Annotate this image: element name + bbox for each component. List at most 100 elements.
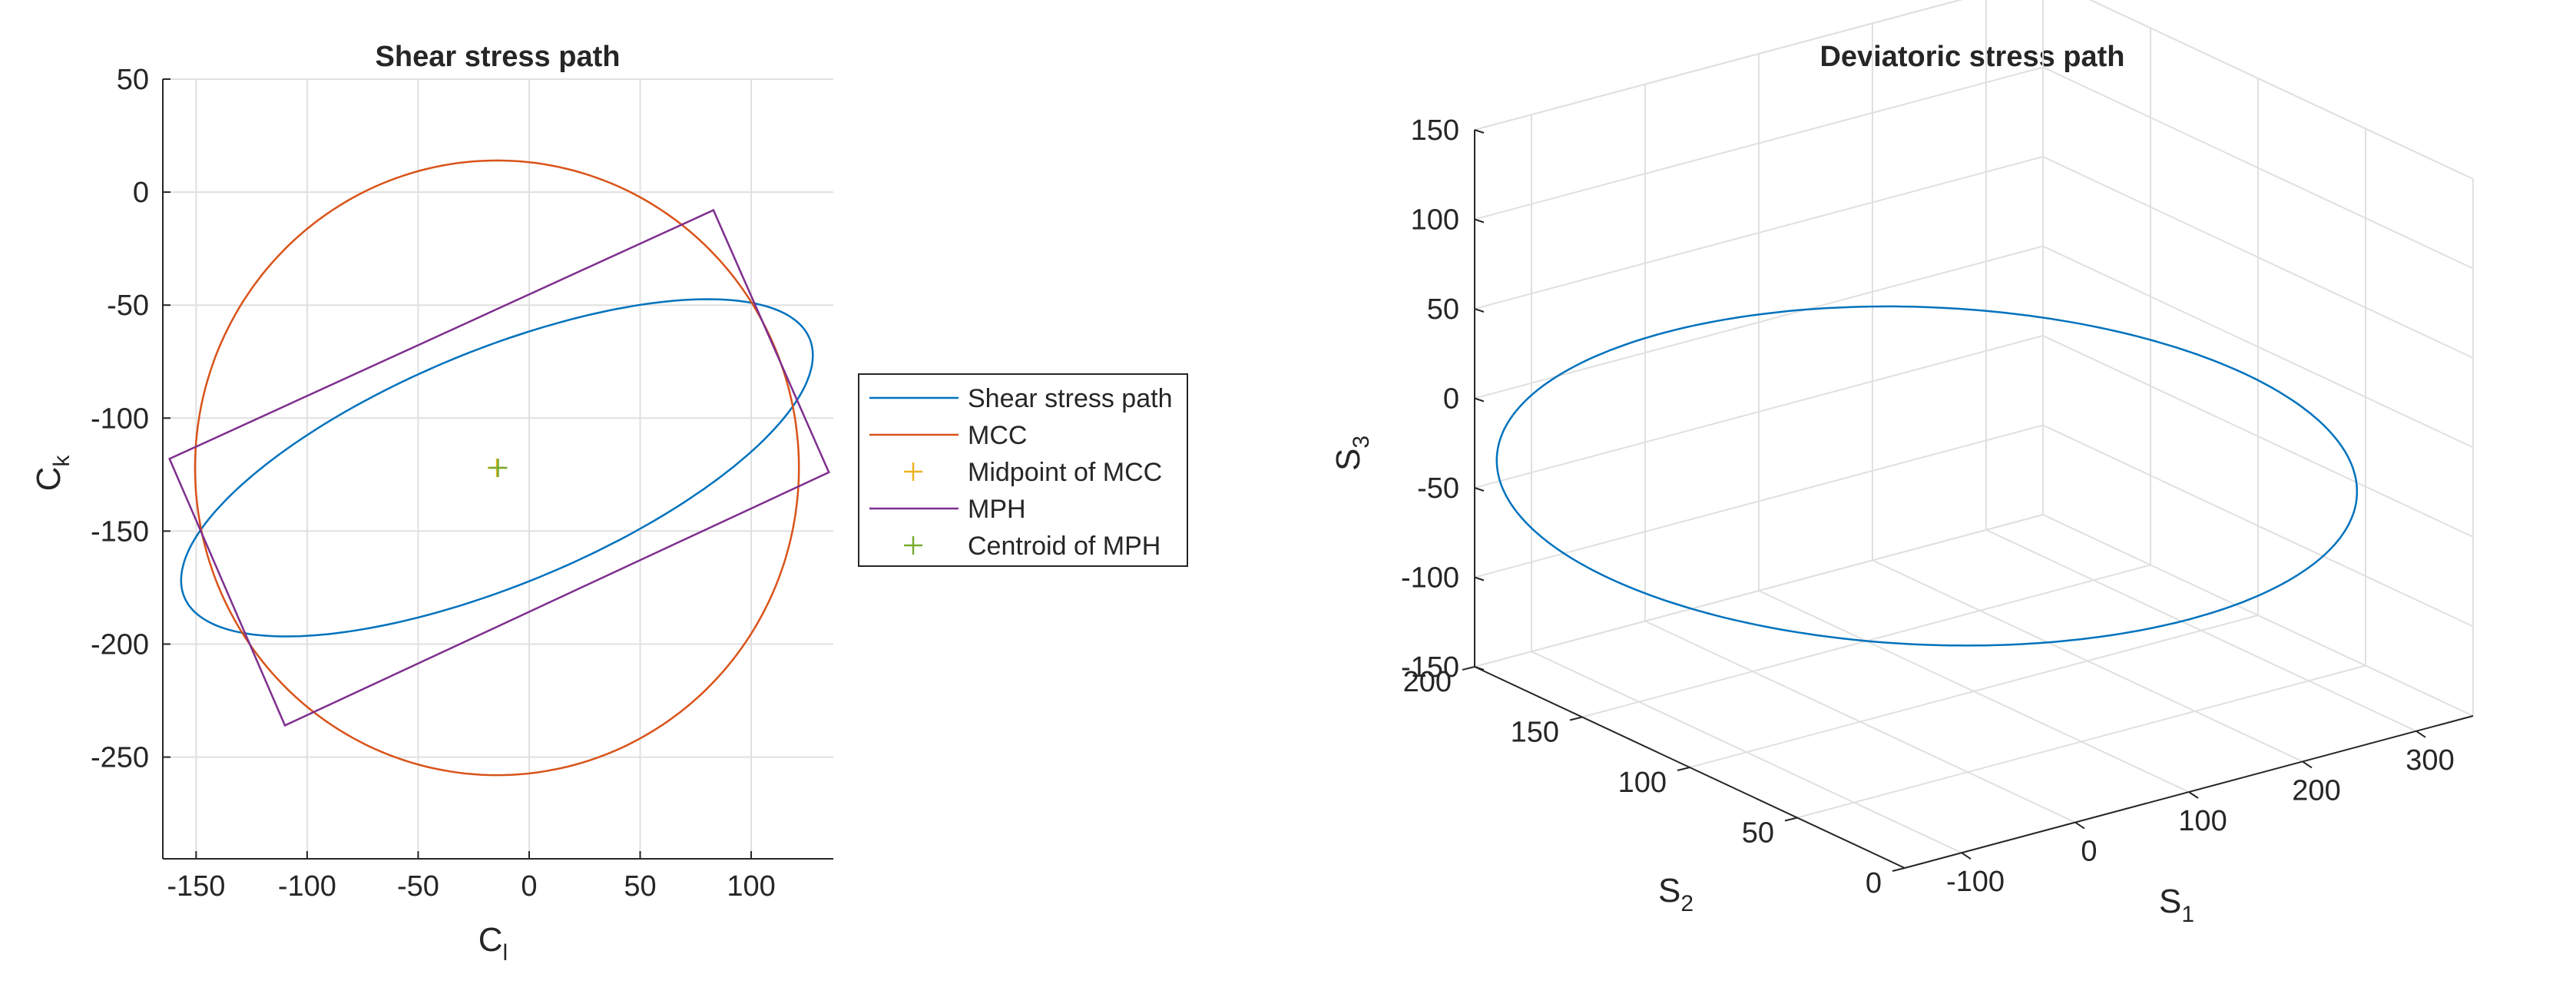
y-tick-label: 100: [1618, 767, 1667, 799]
y-tick-labels: 0 50 100 150 200: [1403, 666, 1882, 900]
y-axis-label: Ck: [30, 455, 74, 492]
y-tick-mark: [1784, 817, 1798, 822]
y-tick-label: 150: [1511, 717, 1559, 749]
chart-title: Shear stress path: [376, 41, 621, 73]
axes-3d: [1462, 129, 2474, 872]
x-tick-labels: -100 0 100 200 300: [1946, 744, 2455, 898]
y-tick-mark: [1677, 767, 1690, 771]
chart-shear-stress-path: Shear stress path -150 -100 -50 0 50 100 -250…: [30, 41, 1188, 966]
side-wall-grid-z: [2042, 156, 2474, 359]
legend-entry-centroid-of-mph: Centroid of MPH: [904, 532, 1161, 561]
x-tick-label: -150: [167, 870, 225, 903]
grid-3d: [1474, 0, 2474, 869]
z-tick-mark: [1474, 397, 1485, 403]
x-tick-mark: [2302, 760, 2313, 769]
back-wall-grid-z: [1474, 245, 2044, 399]
y-tick-label: 50: [117, 64, 149, 96]
z-tick-label: 100: [1411, 204, 1459, 237]
grid: [163, 78, 833, 859]
z-tick-label: -100: [1401, 562, 1459, 595]
x-tick-label: 100: [2178, 805, 2227, 837]
y-tick-label: -50: [107, 290, 149, 322]
back-wall-grid-z: [1474, 514, 2044, 668]
x-tick-mark: [2074, 821, 2085, 830]
series-deviatoric-stress-path: [1495, 305, 2359, 647]
z-tick-mark: [1474, 487, 1485, 492]
marker-centroid-of-mph: [488, 459, 508, 478]
x-axis-label: Cl: [478, 921, 508, 966]
y-tick-mark: [1462, 666, 1475, 671]
y-tick-label: 50: [1742, 817, 1774, 850]
legend-entry-midpoint-of-mcc: Midpoint of MCC: [904, 458, 1162, 487]
legend-marker: [904, 536, 922, 555]
z-tick-label: -150: [1401, 651, 1459, 684]
box-edge: [1474, 0, 1963, 131]
y-tick-label: 200: [1403, 666, 1452, 698]
x-tick-label: 100: [727, 870, 775, 903]
y-tick-label: -250: [91, 742, 149, 774]
x-tick-label: -50: [397, 870, 439, 903]
floor-grid-y: [1796, 664, 2366, 819]
box-edge: [2088, 0, 2474, 180]
chart-deviatoric-stress-path: Deviatoric stress path -100 0 100 200 300 0 5…: [1329, 0, 2474, 927]
z-tick-label: -50: [1417, 472, 1459, 505]
y-tick-mark: [1892, 867, 1906, 872]
legend-entry-shear-stress-path: Shear stress path: [869, 384, 1172, 413]
legend-marker: [904, 462, 922, 481]
x-tick-labels: -150 -100 -50 0 50 100: [167, 870, 775, 903]
x-tick-label: 0: [521, 870, 537, 903]
y-tick-label: -150: [91, 515, 149, 548]
side-wall-grid-z: [2042, 245, 2474, 449]
y-tick-label: -200: [91, 629, 149, 661]
back-wall-grid-z: [1474, 66, 2044, 220]
z-tick-mark: [1474, 576, 1485, 581]
z-tick-labels: -150 -100 -50 0 50 100 150: [1401, 114, 1459, 684]
legend-entry-mcc: MCC: [869, 421, 1027, 450]
back-wall-grid-z: [1474, 156, 2044, 310]
x-tick-mark: [2415, 730, 2426, 738]
y-axis-label: S2: [1658, 872, 1694, 916]
y-tick-mark: [1569, 716, 1583, 721]
floor-grid-y: [1689, 615, 2259, 768]
legend-label: Midpoint of MCC: [968, 458, 1162, 487]
side-wall-grid-z: [2042, 514, 2474, 717]
back-wall-grid-z: [1474, 424, 2044, 578]
z-tick-label: 0: [1443, 383, 1459, 416]
y-tick-label: 0: [133, 177, 149, 209]
side-wall-grid-z: [2042, 66, 2474, 270]
chart-title: Deviatoric stress path: [1819, 41, 2124, 73]
legend: Shear stress path MCC Midpoint of MCC MP…: [858, 373, 1188, 567]
z-axis-label: S3: [1329, 436, 1374, 471]
side-wall-grid-z: [2042, 424, 2474, 628]
x-tick-label: -100: [278, 870, 336, 903]
back-wall-grid-z: [1474, 335, 2044, 489]
y-tick-label: -100: [91, 403, 149, 435]
legend-label: MCC: [968, 421, 1027, 450]
y-tick-labels: -250 -200 -150 -100 -50 0 50: [91, 64, 149, 774]
x-tick-label: 300: [2405, 744, 2454, 777]
x-tick-label: -100: [1946, 866, 2005, 898]
plot-lines: [168, 159, 830, 777]
x-tick-label: 200: [2292, 774, 2340, 807]
x-tick-label: 50: [624, 870, 656, 903]
z-tick-label: 150: [1411, 114, 1459, 147]
legend-label: MPH: [968, 495, 1026, 524]
series-mcc: [194, 159, 800, 777]
plot-lines: [1495, 305, 2359, 647]
legend-label: Shear stress path: [968, 384, 1172, 413]
x-tick-mark: [2188, 791, 2199, 799]
x-axis-label: S1: [2159, 883, 2194, 927]
z-tick-label: 50: [1427, 293, 1459, 326]
axes: [162, 78, 833, 860]
legend-entry-mph: MPH: [869, 495, 1026, 524]
x-tick-label: 0: [2081, 836, 2097, 868]
series-mph: [168, 208, 830, 727]
z-tick-mark: [1474, 218, 1485, 224]
x-tick-mark: [1961, 852, 1972, 860]
z-tick-mark: [1474, 129, 1485, 134]
z-tick-mark: [1474, 308, 1485, 313]
side-wall-grid-z: [2042, 335, 2474, 538]
y-tick-label: 0: [1866, 867, 1882, 900]
legend-label: Centroid of MPH: [968, 532, 1161, 561]
